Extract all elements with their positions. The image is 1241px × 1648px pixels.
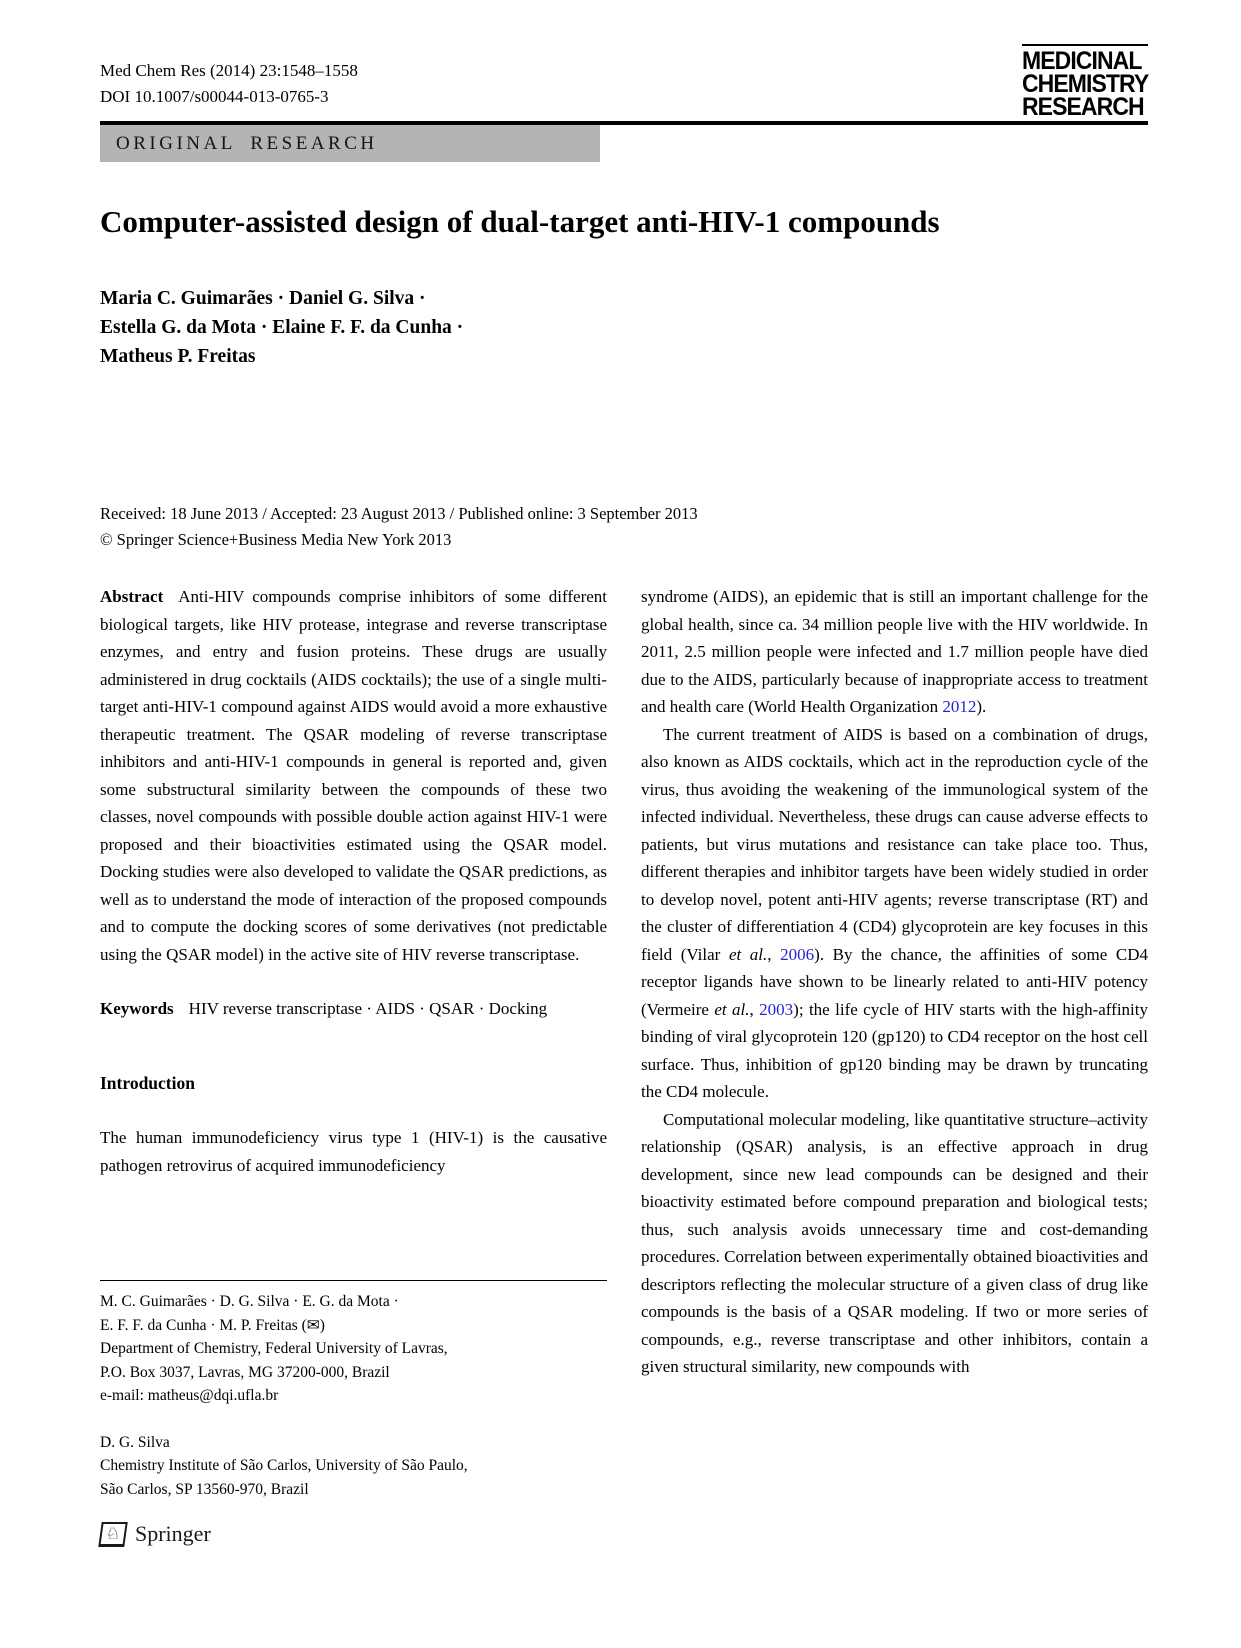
text-line: e-mail: matheus@dqi.ufla.br xyxy=(100,1387,279,1404)
journal-citation: Med Chem Res (2014) 23:1548–1558 xyxy=(100,61,358,80)
text-segment: , xyxy=(749,999,760,1019)
text-line: Chemistry Institute of São Carlos, Unive… xyxy=(100,1457,468,1474)
footnote: M. C. Guimarães · D. G. Silva · E. G. da… xyxy=(100,1280,607,1501)
text-line: D. G. Silva xyxy=(100,1433,170,1451)
citation-link[interactable]: 2006 xyxy=(780,944,815,964)
body-paragraph-2: The current treatment of AIDS is based o… xyxy=(641,721,1148,1106)
text-segment: syndrome (AIDS), an epidemic that is sti… xyxy=(641,587,1148,716)
springer-logo: ♘ Springer xyxy=(98,1521,211,1547)
text-segment: ); the life cycle of HIV starts with the… xyxy=(641,999,1148,1102)
section-banner: ORIGINAL RESEARCH xyxy=(100,125,600,162)
text-line: São Carlos, SP 13560-970, Brazil xyxy=(100,1480,309,1498)
left-column: Abstract Anti-HIV compounds comprise inhi… xyxy=(100,583,607,1501)
journal-logo: MEDICINAL CHEMISTRY RESEARCH xyxy=(1011,44,1149,121)
text-line: E. F. F. da Cunha · M. P. Freitas (✉) xyxy=(100,1316,325,1334)
right-column: syndrome (AIDS), an epidemic that is sti… xyxy=(641,583,1148,1501)
keywords-text: HIV reverse transcriptase · AIDS · QSAR … xyxy=(188,999,548,1018)
body-paragraph-1: syndrome (AIDS), an epidemic that is sti… xyxy=(641,583,1148,721)
italic-text: et al. xyxy=(714,999,750,1019)
body-columns: Abstract Anti-HIV compounds comprise inhi… xyxy=(100,583,1148,1501)
publication-dates: Received: 18 June 2013 / Accepted: 23 Au… xyxy=(100,501,698,552)
text-segment: ). By the chance, the affinities of some… xyxy=(641,944,1148,1019)
doi-line: DOI 10.1007/s00044-013-0765-3 xyxy=(100,87,329,106)
springer-knight-icon: ♘ xyxy=(98,1521,128,1547)
text-line: CHEMISTRY xyxy=(1021,70,1149,98)
italic-text: et al. xyxy=(728,944,768,964)
text-line: Maria C. Guimarães · Daniel G. Silva · xyxy=(100,288,426,309)
section-banner-label: ORIGINAL RESEARCH xyxy=(116,132,378,154)
header-rule xyxy=(100,121,1148,125)
author-list: Maria C. Guimarães · Daniel G. Silva · Es… xyxy=(100,284,463,371)
abstract-text: Anti-HIV compounds comprise inhibitors o… xyxy=(100,587,607,964)
text-segment: ). xyxy=(976,697,987,716)
text-line: RESEARCH xyxy=(1021,93,1145,121)
abstract-paragraph: Abstract Anti-HIV compounds comprise inhi… xyxy=(100,583,607,968)
keywords-paragraph: Keywords HIV reverse transcriptase · AIDS… xyxy=(100,995,607,1023)
citation-link[interactable]: 2012 xyxy=(942,697,977,716)
text-line: M. C. Guimarães · D. G. Silva · E. G. da… xyxy=(100,1293,399,1310)
journal-info: Med Chem Res (2014) 23:1548–1558 DOI 10.… xyxy=(100,58,358,110)
received-line: Received: 18 June 2013 / Accepted: 23 Au… xyxy=(100,504,698,523)
affiliation-group-1: M. C. Guimarães · D. G. Silva · E. G. da… xyxy=(100,1290,607,1408)
article-title: Computer-assisted design of dual-target … xyxy=(100,204,940,239)
text-line: MEDICINAL xyxy=(1021,47,1142,75)
abstract-label: Abstract xyxy=(100,587,164,606)
text-line: Estella G. da Mota · Elaine F. F. da Cun… xyxy=(100,317,464,338)
journal-logo-text: MEDICINAL CHEMISTRY RESEARCH xyxy=(1021,44,1149,121)
text-line: P.O. Box 3037, Lavras, MG 37200-000, Bra… xyxy=(100,1363,390,1381)
introduction-paragraph: The human immunodeficiency virus type 1 … xyxy=(100,1128,607,1175)
springer-logo-text: Springer xyxy=(135,1521,211,1546)
text-segment: The current treatment of AIDS is based o… xyxy=(641,724,1148,964)
text-line: Matheus P. Freitas xyxy=(100,346,256,367)
affiliation-group-2: D. G. Silva Chemistry Institute of São Ca… xyxy=(100,1431,607,1502)
text-segment: , xyxy=(767,944,781,964)
keywords-label: Keywords xyxy=(100,999,174,1018)
citation-link[interactable]: 2003 xyxy=(759,999,794,1019)
body-paragraph-3: Computational molecular modeling, like q… xyxy=(641,1109,1148,1377)
introduction-heading: Introduction xyxy=(100,1072,195,1093)
text-line: Department of Chemistry, Federal Univers… xyxy=(100,1340,448,1357)
copyright-line: © Springer Science+Business Media New Yo… xyxy=(100,529,452,549)
